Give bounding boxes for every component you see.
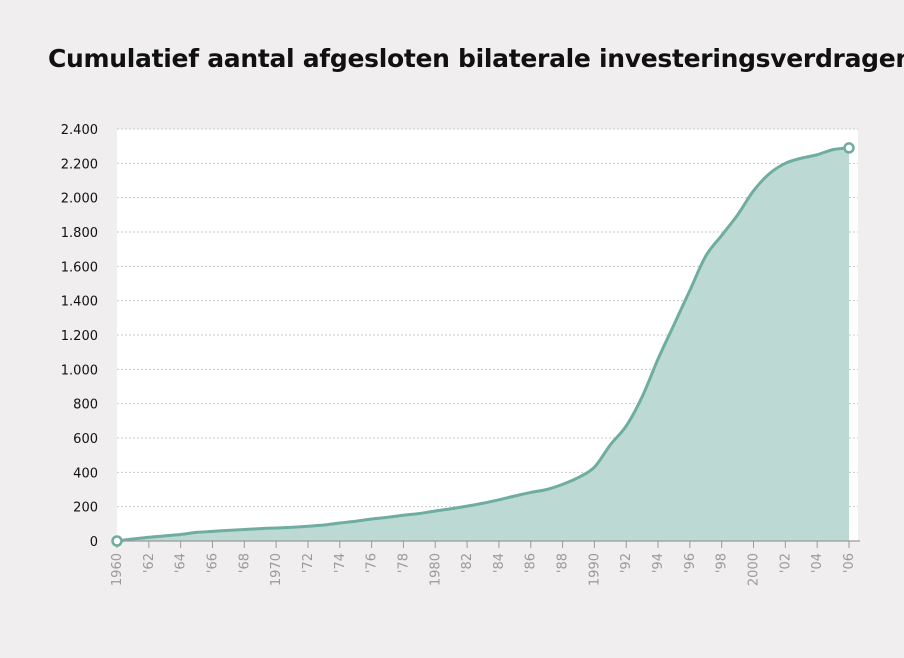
- x-tick-label-11: '82: [460, 553, 475, 573]
- x-tick-label-21: '02: [778, 553, 793, 573]
- x-tick-label-20: 2000: [747, 553, 762, 586]
- end-point-marker: [843, 142, 855, 154]
- y-tick-label-7: 1.400: [61, 295, 98, 310]
- x-tick-label-19: '98: [715, 553, 730, 573]
- x-tick-label-14: '88: [556, 553, 571, 573]
- x-tick-label-16: '92: [619, 553, 634, 573]
- y-tick-label-10: 2.000: [61, 192, 98, 207]
- x-tick-label-18: '96: [683, 553, 698, 573]
- x-tick-label-15: 1990: [587, 553, 602, 586]
- x-tick-label-6: '72: [301, 553, 316, 573]
- x-tick-label-12: '84: [492, 553, 507, 573]
- x-tick-label-17: '94: [651, 553, 666, 573]
- x-tick-label-4: '68: [237, 553, 252, 573]
- y-tick-label-12: 2.400: [61, 123, 98, 138]
- y-tick-label-3: 600: [73, 432, 98, 447]
- x-tick-label-0: 1960: [110, 553, 125, 586]
- start-point-marker: [111, 535, 123, 547]
- y-tick-label-4: 800: [73, 398, 98, 413]
- y-tick-label-11: 2.200: [61, 157, 98, 172]
- x-tick-label-2: '64: [174, 553, 189, 573]
- y-tick-label-2: 400: [73, 466, 98, 481]
- y-tick-label-8: 1.600: [61, 260, 98, 275]
- y-tick-label-9: 1.800: [61, 226, 98, 241]
- y-tick-label-5: 1.000: [61, 363, 98, 378]
- x-tick-label-10: 1980: [428, 553, 443, 586]
- x-tick-label-9: '78: [396, 553, 411, 573]
- x-tick-label-8: '76: [365, 553, 380, 573]
- x-tick-label-13: '86: [524, 553, 539, 573]
- x-tick-label-22: '04: [810, 553, 825, 573]
- y-tick-label-0: 0: [90, 535, 98, 550]
- y-tick-label-6: 1.200: [61, 329, 98, 344]
- x-tick-label-3: '66: [205, 553, 220, 573]
- x-tick-label-7: '74: [333, 553, 348, 573]
- chart-title: Cumulatief aantal afgesloten bilaterale …: [48, 44, 904, 73]
- series-line: [116, 146, 850, 543]
- area-fill: [117, 147, 849, 541]
- x-tick-label-1: '62: [142, 553, 157, 573]
- x-tick-label-23: '06: [842, 553, 857, 573]
- y-tick-label-1: 200: [73, 501, 98, 516]
- x-tick-label-5: 1970: [269, 553, 284, 586]
